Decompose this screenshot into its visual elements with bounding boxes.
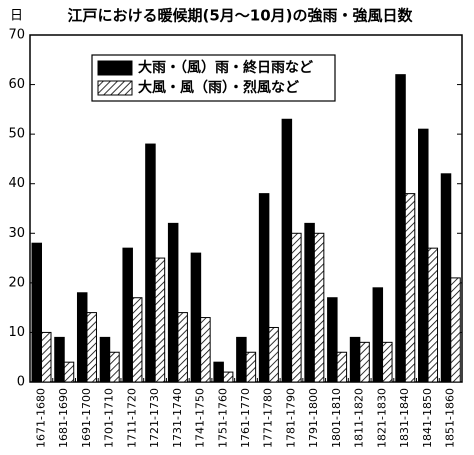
- bar: [54, 336, 65, 383]
- bar: [359, 341, 370, 383]
- bar: [258, 193, 270, 383]
- y-tick-label: 0: [17, 375, 25, 390]
- bar: [349, 336, 361, 383]
- bar: [236, 336, 247, 383]
- bar: [336, 351, 348, 383]
- bar: [99, 336, 111, 383]
- y-tick-label: 50: [8, 127, 25, 142]
- x-tick-label: 1771-1780: [262, 388, 275, 448]
- x-tick-label: 1711-1720: [125, 388, 138, 448]
- bar: [418, 128, 429, 383]
- legend-swatch: [97, 60, 133, 76]
- x-tick-label: 1781-1790: [284, 388, 297, 448]
- bar: [213, 361, 224, 383]
- bar: [177, 312, 188, 383]
- x-tick-label: 1801-1810: [330, 388, 343, 448]
- bar: [382, 341, 393, 383]
- bar: [427, 247, 439, 383]
- bar: [41, 331, 52, 383]
- x-tick-label: 1751-1760: [216, 388, 229, 448]
- x-tick-label: 1791-1800: [307, 388, 320, 448]
- bar: [281, 118, 293, 383]
- x-tick-label: 1741-1750: [194, 388, 207, 448]
- y-tick-label: 60: [8, 77, 25, 92]
- bar: [313, 232, 325, 383]
- x-tick-label: 1821-1830: [375, 388, 388, 448]
- x-tick-label: 1851-1860: [444, 388, 457, 448]
- bar: [222, 371, 234, 383]
- bar: [109, 351, 120, 383]
- bar: [327, 297, 338, 383]
- bar: [145, 143, 156, 383]
- chart-title: 江戸における暖候期(5月～10月)の強雨・強風日数: [67, 7, 413, 25]
- bar: [404, 193, 416, 383]
- legend-label: 大雨・（風）雨・終日雨など: [138, 59, 313, 76]
- bar: [304, 222, 315, 383]
- bar: [440, 173, 452, 383]
- bar: [167, 222, 179, 383]
- x-tick-label: 1811-1820: [353, 388, 366, 448]
- legend-swatch: [97, 80, 133, 96]
- bar: [245, 351, 257, 383]
- y-tick-label: 30: [8, 226, 25, 241]
- legend-label: 大風・風（雨）・烈風など: [138, 79, 299, 96]
- x-tick-label: 1681-1690: [57, 388, 70, 448]
- y-tick-label: 70: [8, 28, 25, 43]
- bar: [31, 242, 42, 383]
- x-tick-label: 1701-1710: [103, 388, 116, 448]
- y-tick-label: 10: [8, 325, 25, 340]
- bar: [190, 252, 202, 383]
- x-tick-label: 1691-1700: [80, 388, 93, 448]
- bar: [131, 297, 143, 383]
- bar: [76, 292, 88, 383]
- x-tick-label: 1731-1740: [171, 388, 184, 448]
- bar: [154, 257, 166, 383]
- bar: [268, 326, 279, 383]
- bar: [291, 232, 302, 383]
- bar: [122, 247, 133, 383]
- bar: [450, 277, 461, 383]
- x-tick-label: 1761-1770: [239, 388, 252, 448]
- x-tick-label: 1721-1730: [148, 388, 161, 448]
- bar: [395, 74, 406, 383]
- x-tick-label: 1671-1680: [34, 388, 47, 448]
- bar: [86, 312, 97, 383]
- x-tick-label: 1831-1840: [398, 388, 411, 448]
- bar: [372, 287, 384, 383]
- y-tick-label: 20: [8, 275, 25, 290]
- y-tick-label: 40: [8, 176, 25, 191]
- x-tick-label: 1841-1850: [421, 388, 434, 448]
- bar: [63, 361, 75, 383]
- y-axis-label: 日: [10, 9, 23, 24]
- bar: [200, 317, 211, 383]
